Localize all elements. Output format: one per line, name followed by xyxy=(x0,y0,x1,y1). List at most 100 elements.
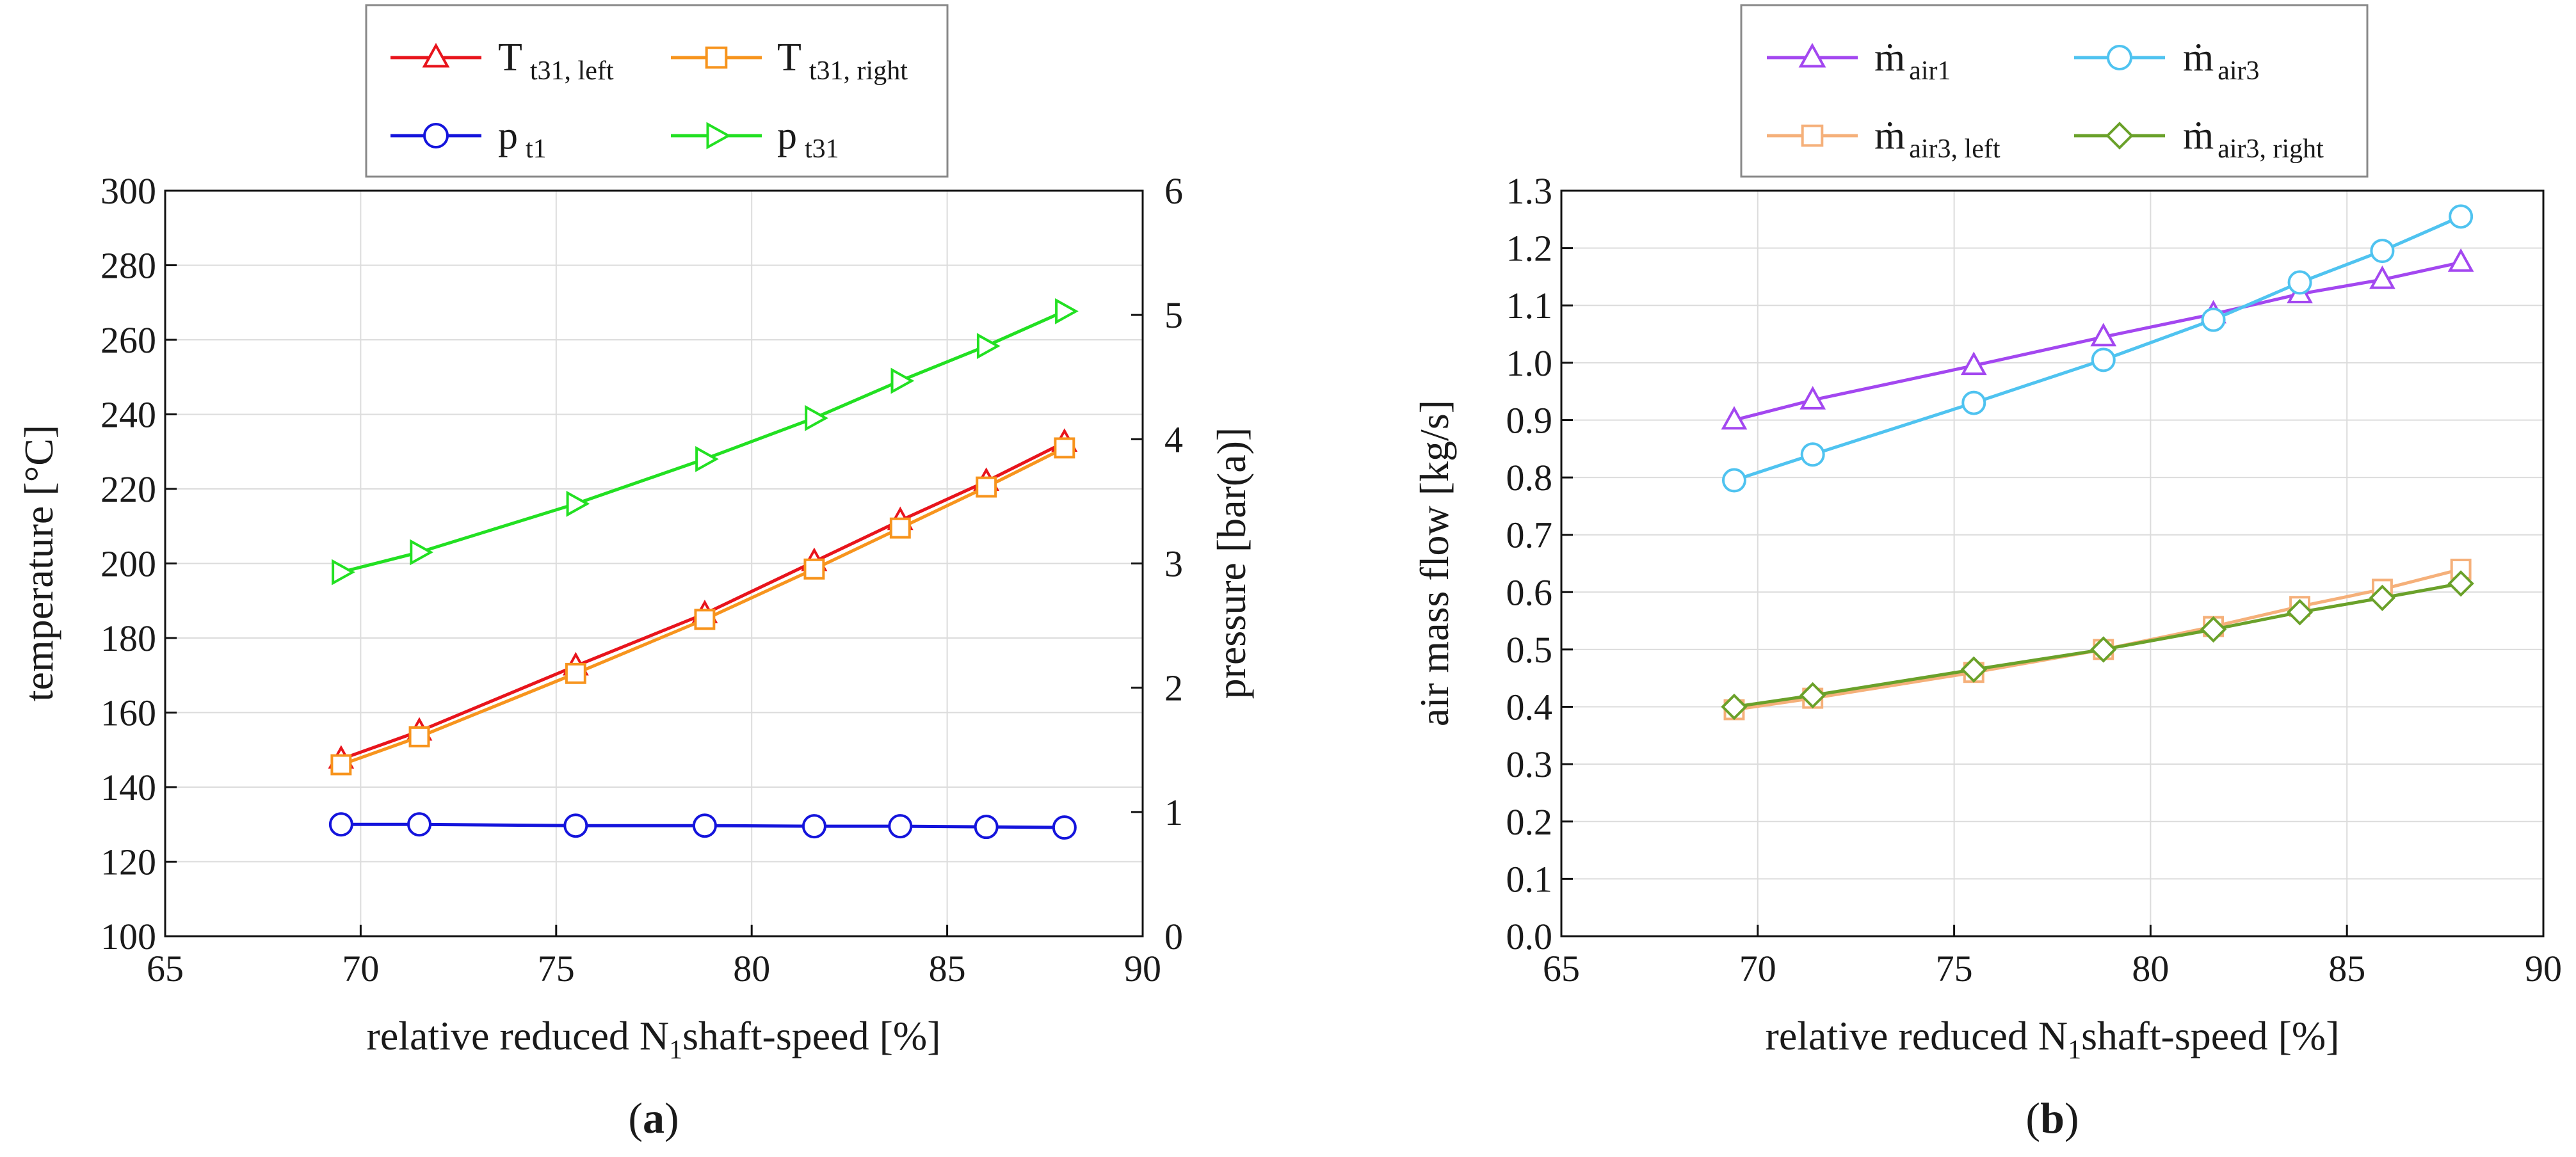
panel-a-legend-swatch-marker xyxy=(705,46,728,69)
legend-b-air3-right: ṁ air3, right xyxy=(2183,114,2324,164)
panel-a-y-tick-label: 180 xyxy=(101,618,156,659)
panel-a-x-tick-label: 70 xyxy=(342,948,379,989)
panel-b-series-0-point xyxy=(2090,323,2117,347)
panel-a-series-2-point xyxy=(888,814,913,839)
panel-b-x-axis-title: relative reduced N1shaft-speed [%] xyxy=(1766,1013,2340,1065)
panel-a-series-1-point xyxy=(408,726,430,747)
panel-a-series-3-point xyxy=(695,446,719,472)
panel-a-y-tick-label: 120 xyxy=(101,842,156,883)
panel-a-x-tick-label: 80 xyxy=(733,948,770,989)
panel-a-series-1-line xyxy=(341,446,1065,767)
panel-b-legend-markers xyxy=(1767,42,2165,150)
legend-b-air3-right-name: ṁ xyxy=(2183,114,2214,157)
legend-b-air3-left-name: ṁ xyxy=(1874,114,1905,157)
panel-a-legend-markers xyxy=(390,42,762,150)
panel-b-y-tick-label: 0.1 xyxy=(1506,858,1553,900)
panel-b-series-0-point xyxy=(1721,406,1748,430)
panel-b-xlabel-pre: relative reduced N xyxy=(1766,1013,2068,1058)
panel-a-series-3-point xyxy=(1055,298,1079,324)
panel-b-series-0-point xyxy=(2447,248,2474,272)
panel-a-x-tick-label: 65 xyxy=(147,948,184,989)
panel-b-y-ticks: 0.0 0.1 0.2 0.3 0.4 0.5 0.6 0.7 0.8 0.9 1.0 1.1 1.2 1… xyxy=(1506,170,1573,957)
panel-b-y-tick-label: 0.0 xyxy=(1506,916,1553,957)
panel-b-legend: ṁ air1 ṁ air3 ṁ air3, left ṁ air3, right xyxy=(1740,4,2369,178)
panel-a-x-tick-label: 90 xyxy=(1124,948,1161,989)
panel-a-y-tick-label: 260 xyxy=(101,319,156,361)
panel-b-y-tick-label: 0.6 xyxy=(1506,571,1553,613)
panel-b-grid xyxy=(1561,191,2543,936)
panel-a-y2-axis-title: pressure [bar(a)] xyxy=(1209,427,1254,699)
panel-b-series-1-point xyxy=(1721,468,1746,493)
panel-b-series-3-point xyxy=(2090,636,2117,663)
panel-a-y2-tick-label: 0 xyxy=(1164,916,1183,957)
panel-a-series-3-point xyxy=(976,333,1001,360)
legend-a-t31-right-sub: t31, right xyxy=(809,56,908,86)
panel-b-series-0-point xyxy=(1799,386,1826,410)
legend-a-pt31: p t31 xyxy=(777,114,839,164)
panel-b-series-1-point xyxy=(2201,307,2226,332)
panel-b-series-1-point xyxy=(2091,347,2116,372)
panel-a: 65 70 75 80 85 90 100120140160180200220240260… xyxy=(16,4,1254,1142)
legend-a-t31-left-name: T xyxy=(498,36,522,79)
legend-a-pt31-sub: t31 xyxy=(805,134,839,164)
panel-a-label-letter: a xyxy=(643,1094,664,1142)
panel-b-series-3-point xyxy=(2286,598,2314,626)
panel-b-y-tick-label: 0.8 xyxy=(1506,457,1553,499)
panel-b-y-tick-label: 0.9 xyxy=(1506,399,1553,441)
panel-b-legend-box xyxy=(1740,4,2369,178)
panel-b-xlabel-post: shaft-speed [%] xyxy=(2081,1013,2339,1058)
panel-a-x-tick-label: 85 xyxy=(929,948,966,989)
panel-a-series-1-point xyxy=(565,662,586,684)
legend-b-air1: ṁ air1 xyxy=(1874,36,1951,86)
panel-b-legend-swatch-marker xyxy=(2107,45,2132,70)
panel-a-legend-swatch-marker xyxy=(422,42,450,68)
panel-b-y-tick-label: 1.2 xyxy=(1506,228,1553,269)
panel-a-series-3-point xyxy=(890,367,915,394)
panel-a-y-tick-label: 280 xyxy=(101,245,156,287)
panel-b-legend-swatch-marker xyxy=(1798,42,1826,68)
panel-a-series-1-point xyxy=(1054,437,1075,459)
panel-a-series-3-point xyxy=(410,539,433,566)
panel-a-series-3-line xyxy=(341,310,1065,574)
panel-b-series-1-point xyxy=(1800,442,1825,467)
panel-a-x-axis-title: relative reduced N1shaft-speed [%] xyxy=(367,1013,941,1065)
legend-b-air3-right-sub: air3, right xyxy=(2218,134,2324,164)
panel-b-x-tick-label: 65 xyxy=(1543,948,1580,989)
panel-b-label-letter: b xyxy=(2040,1094,2065,1142)
panel-a-y-axis-title: temperature [°C] xyxy=(16,425,61,702)
panel-a-series-1-point xyxy=(803,558,825,580)
panel-a-y2-tick-label: 1 xyxy=(1164,792,1183,833)
panel-b-series-1-line xyxy=(1734,215,2462,482)
panel-a-y-tick-label: 160 xyxy=(101,692,156,734)
panel-b-legend-swatch-marker xyxy=(1801,124,1824,147)
panel-a-series-2-point xyxy=(692,813,717,838)
panel-b-xlabel-sub: 1 xyxy=(2068,1035,2081,1065)
legend-a-pt1-name: p xyxy=(498,114,518,157)
panel-b-series-3-point xyxy=(1721,693,1748,721)
panel-a-legend-swatch-marker xyxy=(423,123,449,148)
panel-a-series-3-point xyxy=(566,490,590,517)
panel-b-series-0-point xyxy=(2369,265,2395,289)
legend-b-air3-left-sub: air3, left xyxy=(1909,134,2000,164)
panel-b-y-tick-label: 0.7 xyxy=(1506,515,1553,556)
panel-a-xlabel-pre: relative reduced N xyxy=(367,1013,670,1058)
panel-a-series-2-point xyxy=(328,812,353,837)
panel-a-y2-tick-label: 3 xyxy=(1164,543,1183,585)
panel-b-series-3-point xyxy=(2369,584,2396,611)
panel-b-x-tick-label: 80 xyxy=(2132,948,2169,989)
panel-a-series-2-point xyxy=(407,812,432,837)
panel-a-y-tick-label: 220 xyxy=(101,468,156,510)
panel-a-series-2-line xyxy=(341,822,1065,829)
legend-a-t31-left-sub: t31, left xyxy=(530,56,614,86)
panel-a-y-tick-label: 140 xyxy=(101,767,156,808)
panel-b-series-3-line xyxy=(1734,582,2461,709)
panel-a-y-tick-label: 200 xyxy=(101,543,156,585)
legend-b-air3-left: ṁ air3, left xyxy=(1874,114,2000,164)
legend-b-air3-name: ṁ xyxy=(2183,36,2214,79)
panel-b-x-tick-label: 90 xyxy=(2525,948,2562,989)
legend-a-pt1-sub: t1 xyxy=(526,134,547,164)
panel-a-series-2-point xyxy=(1052,815,1077,840)
